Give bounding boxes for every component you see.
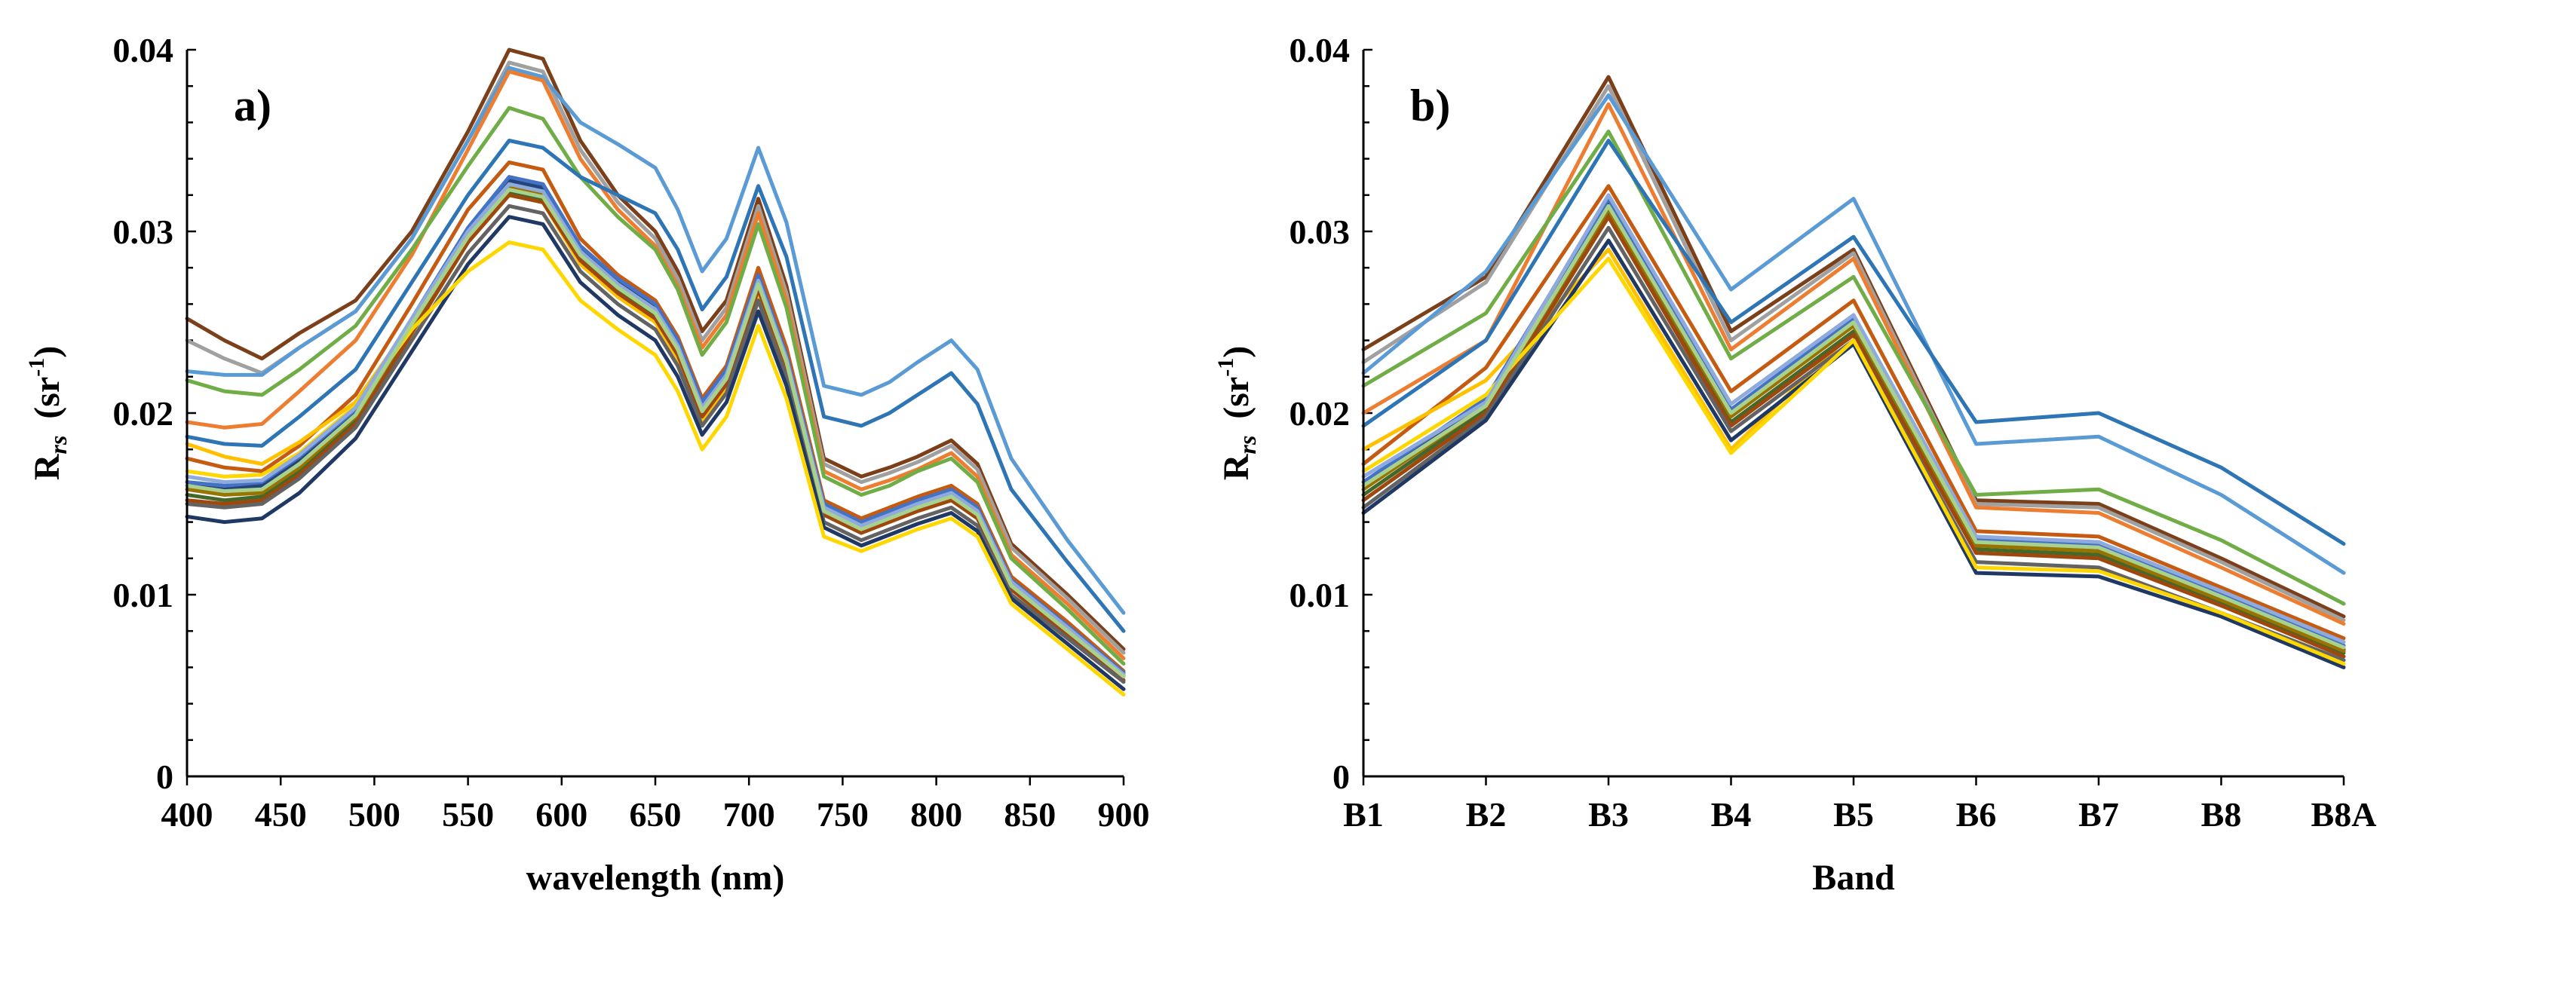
series-line-s7 [1361, 184, 2346, 641]
y-axis-title-main: R [1216, 453, 1256, 480]
y-tick-label: 0.04 [113, 31, 174, 69]
series-line-s4 [185, 69, 1126, 660]
x-axis-title: wavelength (nm) [526, 858, 785, 898]
x-tick-label: B1 [1343, 795, 1384, 834]
x-tick-label: B2 [1466, 795, 1507, 834]
x-tick-label: B3 [1588, 795, 1629, 834]
y-axis-title-subscript: rs [1234, 436, 1261, 455]
series-line-s18 [1361, 204, 2346, 650]
x-tick-label: 900 [1098, 795, 1150, 834]
y-tick-label: 0 [1332, 758, 1350, 796]
x-tick-label: B5 [1833, 795, 1874, 834]
x-tick-label: 550 [442, 795, 494, 834]
y-axis-title-main: R [27, 453, 67, 480]
x-tick-label: 600 [535, 795, 587, 834]
x-tick-label: 400 [161, 795, 213, 834]
y-axis-title-unit: (sr [27, 377, 67, 419]
y-axis-title-subscript: rs [44, 436, 72, 455]
series-line-s18 [185, 188, 1126, 678]
x-tick-label: B8A [2311, 795, 2377, 834]
series-line-s6 [1361, 139, 2346, 546]
series-line-s13 [185, 204, 1126, 684]
y-tick-label: 0.01 [1290, 576, 1351, 614]
series-line-s6 [185, 139, 1126, 633]
series-line-s11 [185, 193, 1126, 682]
y-axis-title-unit-close: ) [27, 346, 67, 358]
y-axis-title-unit: (sr [1216, 377, 1256, 419]
series-line-s4 [1361, 102, 2346, 626]
y-tick-label: 0.02 [1290, 394, 1351, 433]
y-tick-label: 0.04 [1290, 31, 1351, 69]
x-tick-label: B4 [1711, 795, 1752, 834]
panel-b-chart: 0 0.01 0.02 0.03 0.04 B1 B2 B3 B4 B5 B6 B7 B8 B8A b) Ba… [1213, 31, 2376, 898]
y-axis-title-exponent: -1 [24, 358, 49, 377]
series-line-s17 [185, 182, 1126, 677]
panel-a-chart: 0 0.01 0.02 0.03 0.04 400 450 500 550 600 650 700 75… [24, 31, 1150, 898]
y-tick-label: 0 [156, 758, 173, 796]
x-tick-label: 800 [910, 795, 962, 834]
x-tick-label: 750 [817, 795, 869, 834]
y-tick-label: 0.01 [113, 576, 174, 614]
y-axis-title-exponent: -1 [1213, 358, 1238, 377]
x-tick-label: 500 [348, 795, 400, 834]
x-tick-label: 650 [630, 795, 682, 834]
series-line-s10 [1361, 211, 2346, 655]
y-tick-label: 0.03 [113, 213, 174, 251]
series-line-s17 [1361, 193, 2346, 644]
x-tick-label: B7 [2078, 795, 2119, 834]
series-line-s15 [185, 215, 1126, 691]
panel-label: a) [234, 81, 271, 130]
x-tick-label: B6 [1956, 795, 1997, 834]
y-axis-title: Rrs (sr-1) [24, 346, 72, 481]
series-line-s3 [1361, 93, 2346, 575]
series-line-s5 [185, 106, 1126, 666]
series-line-s16 [1361, 256, 2346, 666]
y-tick-label: 0.02 [113, 394, 174, 433]
series-line-s1 [185, 47, 1126, 651]
y-tick-label: 0.03 [1290, 213, 1351, 251]
series-line-s3 [185, 66, 1126, 615]
x-tick-label: B8 [2201, 795, 2242, 834]
x-tick-label: 700 [723, 795, 775, 834]
x-tick-label: 450 [255, 795, 307, 834]
y-axis-title: Rrs (sr-1) [1213, 346, 1261, 481]
series-line-s5 [1361, 130, 2346, 606]
panel-label: b) [1410, 81, 1450, 130]
series-line-s2 [1361, 84, 2346, 623]
y-axis-title-unit-close: ) [1216, 346, 1256, 358]
x-axis-title: Band [1812, 858, 1895, 898]
x-tick-label: 850 [1004, 795, 1056, 834]
